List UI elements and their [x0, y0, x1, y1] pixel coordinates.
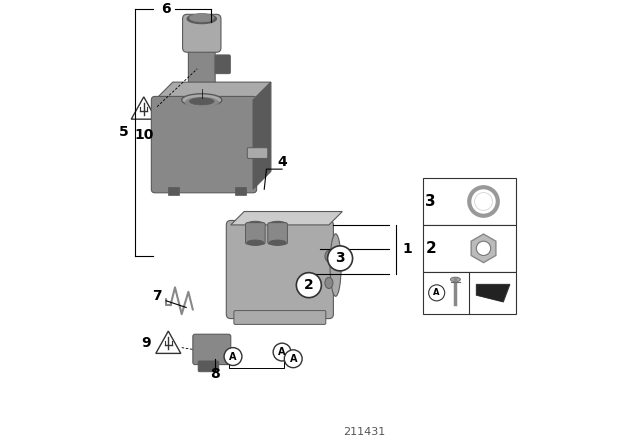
- Circle shape: [475, 193, 492, 211]
- Polygon shape: [471, 234, 496, 263]
- Bar: [422, 272, 516, 314]
- Text: 9: 9: [141, 336, 151, 350]
- FancyBboxPatch shape: [234, 310, 326, 324]
- Bar: [422, 225, 516, 272]
- FancyBboxPatch shape: [247, 148, 268, 159]
- Bar: [422, 178, 516, 225]
- FancyBboxPatch shape: [151, 96, 257, 193]
- Polygon shape: [155, 82, 271, 100]
- Circle shape: [476, 241, 491, 255]
- Ellipse shape: [325, 250, 333, 262]
- Ellipse shape: [325, 277, 333, 289]
- Ellipse shape: [246, 221, 265, 228]
- Text: A: A: [289, 354, 297, 364]
- FancyBboxPatch shape: [215, 55, 230, 73]
- Text: 2: 2: [304, 278, 314, 292]
- Text: 4: 4: [277, 155, 287, 169]
- Bar: [168, 187, 179, 195]
- Text: 7: 7: [152, 289, 162, 303]
- Circle shape: [224, 348, 242, 366]
- Bar: [236, 187, 246, 195]
- Ellipse shape: [330, 234, 341, 296]
- FancyBboxPatch shape: [198, 361, 219, 372]
- Text: 2: 2: [425, 241, 436, 256]
- Text: 6: 6: [161, 1, 170, 16]
- Circle shape: [429, 285, 445, 301]
- Circle shape: [284, 350, 302, 368]
- Polygon shape: [156, 331, 180, 353]
- Ellipse shape: [185, 97, 218, 107]
- Text: A: A: [278, 347, 286, 357]
- FancyBboxPatch shape: [227, 220, 333, 319]
- Ellipse shape: [188, 85, 215, 92]
- Polygon shape: [476, 284, 510, 302]
- Text: 10: 10: [134, 128, 154, 142]
- Ellipse shape: [189, 98, 214, 105]
- Circle shape: [328, 246, 353, 271]
- Polygon shape: [253, 82, 271, 189]
- Ellipse shape: [247, 240, 264, 246]
- Text: A: A: [433, 289, 440, 297]
- FancyBboxPatch shape: [182, 14, 221, 52]
- Text: 3: 3: [426, 194, 436, 209]
- FancyBboxPatch shape: [193, 334, 231, 365]
- FancyBboxPatch shape: [268, 223, 287, 244]
- Ellipse shape: [269, 240, 286, 246]
- FancyBboxPatch shape: [188, 44, 215, 91]
- Text: 5: 5: [119, 125, 129, 139]
- Text: 1: 1: [403, 242, 412, 256]
- Circle shape: [469, 187, 498, 216]
- Polygon shape: [131, 97, 156, 119]
- Text: 8: 8: [211, 367, 220, 381]
- Text: 3: 3: [335, 251, 345, 265]
- Text: A: A: [229, 352, 237, 362]
- FancyBboxPatch shape: [246, 223, 265, 244]
- Text: 211431: 211431: [344, 427, 386, 437]
- Ellipse shape: [189, 14, 214, 22]
- Ellipse shape: [268, 221, 287, 228]
- Ellipse shape: [451, 277, 460, 282]
- Ellipse shape: [182, 94, 222, 106]
- Ellipse shape: [187, 14, 216, 24]
- Polygon shape: [231, 211, 342, 225]
- Circle shape: [273, 343, 291, 361]
- Circle shape: [296, 273, 321, 297]
